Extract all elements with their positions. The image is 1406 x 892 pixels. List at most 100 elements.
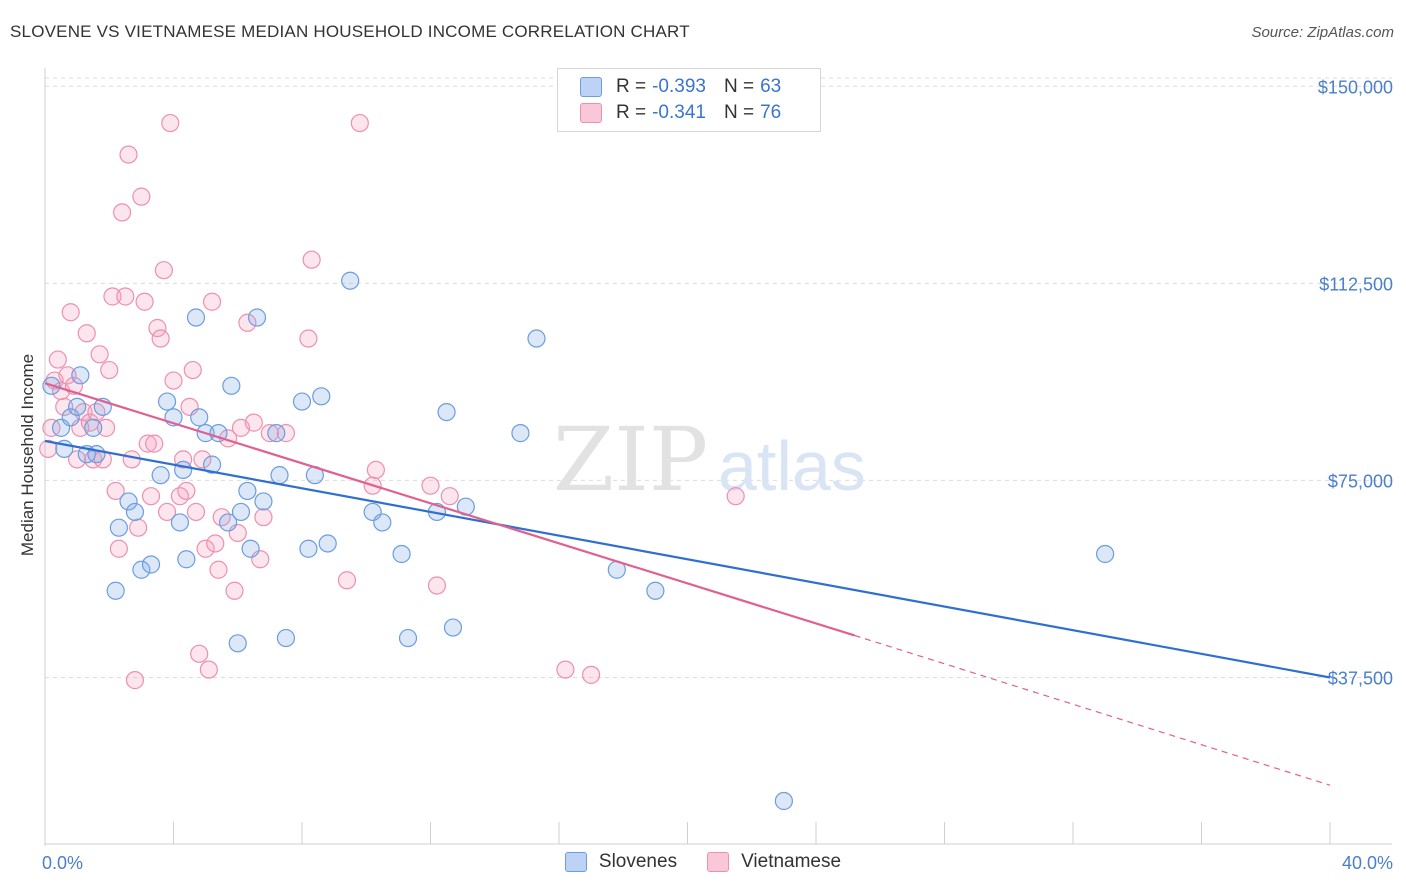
y-tick-label: $37,500 [1328,668,1393,688]
slovenes-point [392,544,411,564]
vietnamese-point [421,476,440,495]
slovenes-point [228,634,247,653]
r-value: -0.341 [652,102,706,123]
vietnamese-point [193,450,212,469]
vietnamese-trend-extension [854,634,1331,786]
slovenes-point [254,492,273,511]
legend-row-vietnamese: R = -0.341 N = 76 [580,101,781,125]
slovenes-point [292,392,312,411]
vietnamese-point [302,250,321,269]
trend-lines [44,382,1331,786]
legend-item-vietnamese: Vietnamese [707,851,841,873]
vietnamese-point [238,313,257,332]
vietnamese-point [582,665,601,684]
slovenes-point [151,466,170,485]
n-label: N = [723,76,755,97]
vietnamese-point [183,360,202,380]
vietnamese-point [80,413,100,432]
slovenes-point [157,392,177,411]
legend-row-slovenes: R = -0.393 N = 63 [580,75,781,99]
stats-legend: R = -0.393 N = 63 R = -0.341 N = 76 [557,68,821,132]
vietnamese-point [77,324,96,343]
vietnamese-point [556,660,575,679]
x-tick-label: 40.0% [1342,853,1393,873]
vietnamese-point [106,481,125,501]
slovenes-point [219,513,238,532]
watermark-zip: ZIP [553,408,708,511]
vietnamese-point [260,424,279,443]
n-value: 63 [760,76,782,97]
vietnamese-point [48,350,67,369]
r-value: -0.393 [652,76,706,97]
vietnamese-point [427,576,447,595]
vietnamese-point [186,502,206,522]
slovenes-point [132,560,151,579]
vietnamese-point [135,292,154,311]
slovenes-point [437,402,456,422]
r-label: R = [616,76,647,97]
slovenes-point [106,581,125,600]
vietnamese-point [337,571,357,590]
vietnamese-point [42,418,61,437]
slovenes-point [209,424,228,443]
source-label: Source: ZipAtlas.com [1251,24,1394,41]
vietnamese-point [109,539,128,558]
slovenes-point [318,534,337,553]
x-tick-label: 0.0% [42,853,83,873]
vietnamese-point [103,287,122,306]
slovenes-point [373,513,392,532]
series-legend: Slovenes Vietnamese [0,851,1406,873]
n-label: N = [723,102,755,123]
vietnamese-point [96,418,116,437]
y-tick-labels: $37,500 $75,000 $112,500 $150,000 [1318,77,1393,688]
slovenes-point [774,791,793,811]
vietnamese-point [174,450,193,469]
x-tick-labels: 0.0% 40.0% [42,853,1393,873]
vietnamese-point [55,397,74,416]
vietnamese-point [129,518,148,537]
vietnamese-point [164,371,183,390]
slovenes-point [270,466,289,485]
vietnamese-point [161,113,180,133]
slovenes-point [267,424,286,443]
slovenes-point [276,628,296,648]
slovenes-point [312,387,331,406]
slovenes-point [231,502,251,522]
vietnamese-point [276,424,296,443]
slovenes-point [1096,544,1115,564]
vietnamese-swatch [580,103,602,123]
vietnamese-point [61,303,80,322]
legend-item-slovenes: Slovenes [564,851,678,873]
slovenes-point [71,366,90,385]
legend-label-slovenes: Slovenes [598,851,678,872]
vietnamese-point [58,366,77,385]
slovenes-point [341,271,360,290]
vietnamese-point [726,487,745,506]
vietnamese-point [100,360,119,380]
vietnamese-point [90,345,109,364]
slovenes-point [109,518,128,537]
vietnamese-point [196,539,215,558]
vietnamese-point [254,508,273,527]
vietnamese-point [202,292,222,311]
vietnamese-point [350,113,369,133]
vietnamese-point [39,439,58,458]
slovenes-point [68,397,87,416]
legend-label-vietnamese: Vietnamese [741,851,842,872]
slovenes-point [61,408,80,427]
vietnamese-point [145,434,164,453]
slovenes-point [202,455,222,474]
vietnamese-point [225,581,244,600]
slovenes-point [299,539,318,558]
vietnamese-point [190,644,209,663]
vietnamese-point [177,481,196,501]
slovenes-point [87,445,106,464]
vietnamese-point [151,329,170,348]
slovenes-point [119,492,138,511]
vietnamese-point [141,487,161,506]
vietnamese-point [244,413,263,432]
vietnamese-point [138,434,157,453]
chart-title: SLOVENE VS VIETNAMESE MEDIAN HOUSEHOLD I… [10,22,690,41]
vietnamese-point [148,318,167,338]
